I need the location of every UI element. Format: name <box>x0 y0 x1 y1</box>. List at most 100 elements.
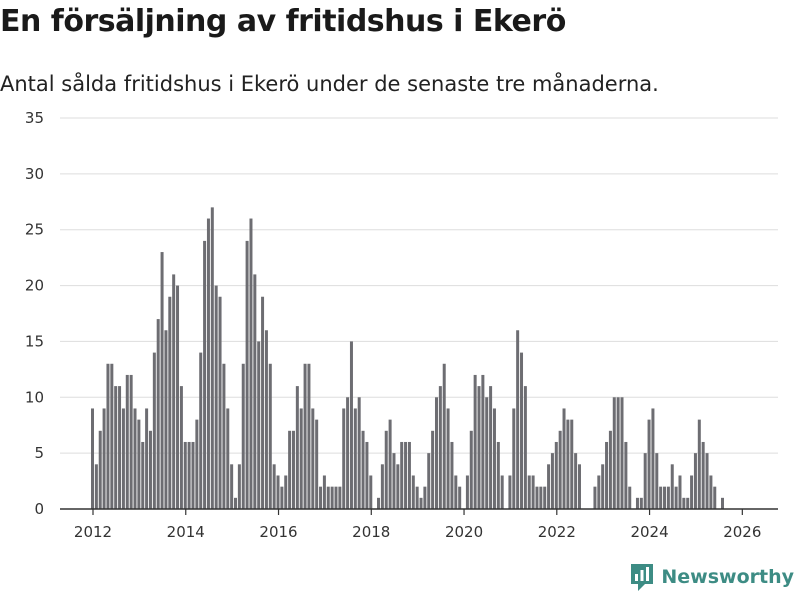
x-tick-label: 2024 <box>630 523 668 541</box>
bar <box>520 352 524 509</box>
bar <box>203 240 207 509</box>
bar <box>291 430 295 509</box>
bar <box>172 274 176 509</box>
bar <box>438 386 442 509</box>
bar <box>268 363 272 509</box>
bar <box>547 464 551 509</box>
y-tick-label: 10 <box>25 388 44 406</box>
bar <box>110 363 114 509</box>
bar <box>643 453 647 509</box>
y-tick-label: 35 <box>25 109 44 127</box>
bar <box>241 363 245 509</box>
bar <box>624 441 628 509</box>
bar <box>566 419 570 509</box>
newsworthy-logo-icon <box>631 564 654 591</box>
bar <box>693 453 697 509</box>
bar <box>384 430 388 509</box>
bar <box>299 408 303 509</box>
bar <box>388 419 392 509</box>
bar <box>234 497 237 509</box>
bar <box>342 408 346 509</box>
bar <box>516 330 520 509</box>
bar <box>187 441 191 509</box>
bar <box>214 285 218 509</box>
x-tick-label: 2020 <box>445 523 483 541</box>
bar <box>129 374 133 509</box>
bar <box>195 419 199 509</box>
bar <box>597 475 601 509</box>
newsworthy-logo: Newsworthy <box>629 562 794 592</box>
bar <box>434 397 438 509</box>
bar <box>543 486 547 509</box>
data-label: 1 <box>737 0 747 4</box>
bar <box>709 475 713 509</box>
bar <box>253 274 257 509</box>
bar <box>686 497 690 509</box>
bar <box>690 475 694 509</box>
bar <box>284 475 288 509</box>
bar <box>156 319 160 509</box>
bar <box>392 453 396 509</box>
x-tick-label: 2018 <box>352 523 390 541</box>
bar <box>334 486 338 509</box>
bar <box>608 430 612 509</box>
bar <box>125 374 129 509</box>
bar <box>473 374 477 509</box>
bar <box>577 464 581 509</box>
bar <box>377 497 381 509</box>
bar <box>601 464 605 509</box>
bar <box>148 430 152 509</box>
bar <box>361 430 365 509</box>
bar <box>427 453 431 509</box>
bar <box>663 486 667 509</box>
bar <box>527 475 531 509</box>
bar <box>489 386 493 509</box>
bar <box>249 218 253 510</box>
bar <box>639 497 643 509</box>
bar <box>701 441 705 509</box>
bar <box>114 386 118 509</box>
bar <box>469 430 473 509</box>
bar <box>137 419 141 509</box>
bar-series <box>91 207 724 510</box>
bar <box>605 441 609 509</box>
bar <box>164 330 168 509</box>
y-axis: 0 5 10 15 20 25 30 35 <box>25 109 44 518</box>
bar <box>295 386 299 509</box>
bar <box>593 486 597 509</box>
bar <box>562 408 566 509</box>
bar <box>705 453 709 509</box>
bar <box>326 486 330 509</box>
bar <box>98 430 102 509</box>
gridlines <box>60 117 778 454</box>
bar <box>616 397 620 509</box>
bar <box>288 430 292 509</box>
bar <box>508 475 512 509</box>
bar <box>349 341 353 509</box>
bar <box>210 207 214 509</box>
bar <box>168 296 172 509</box>
bar <box>574 453 578 509</box>
bar <box>199 352 203 509</box>
bar <box>102 408 106 509</box>
y-tick-label: 0 <box>34 500 44 518</box>
bar <box>191 441 195 509</box>
bar <box>179 386 183 509</box>
bar <box>261 296 265 509</box>
x-tick-label: 2022 <box>538 523 576 541</box>
bar <box>276 475 280 509</box>
bar <box>311 408 315 509</box>
bar <box>431 430 435 509</box>
bar <box>659 486 663 509</box>
bar <box>535 486 539 509</box>
bar <box>682 497 686 509</box>
bar <box>338 486 342 509</box>
bar <box>620 397 624 509</box>
x-tick-label: 2016 <box>259 523 297 541</box>
bar <box>670 464 674 509</box>
y-tick-label: 30 <box>25 165 44 183</box>
bar <box>396 464 400 509</box>
y-tick-label: 20 <box>25 277 44 295</box>
bar <box>369 475 373 509</box>
bar <box>237 464 241 509</box>
